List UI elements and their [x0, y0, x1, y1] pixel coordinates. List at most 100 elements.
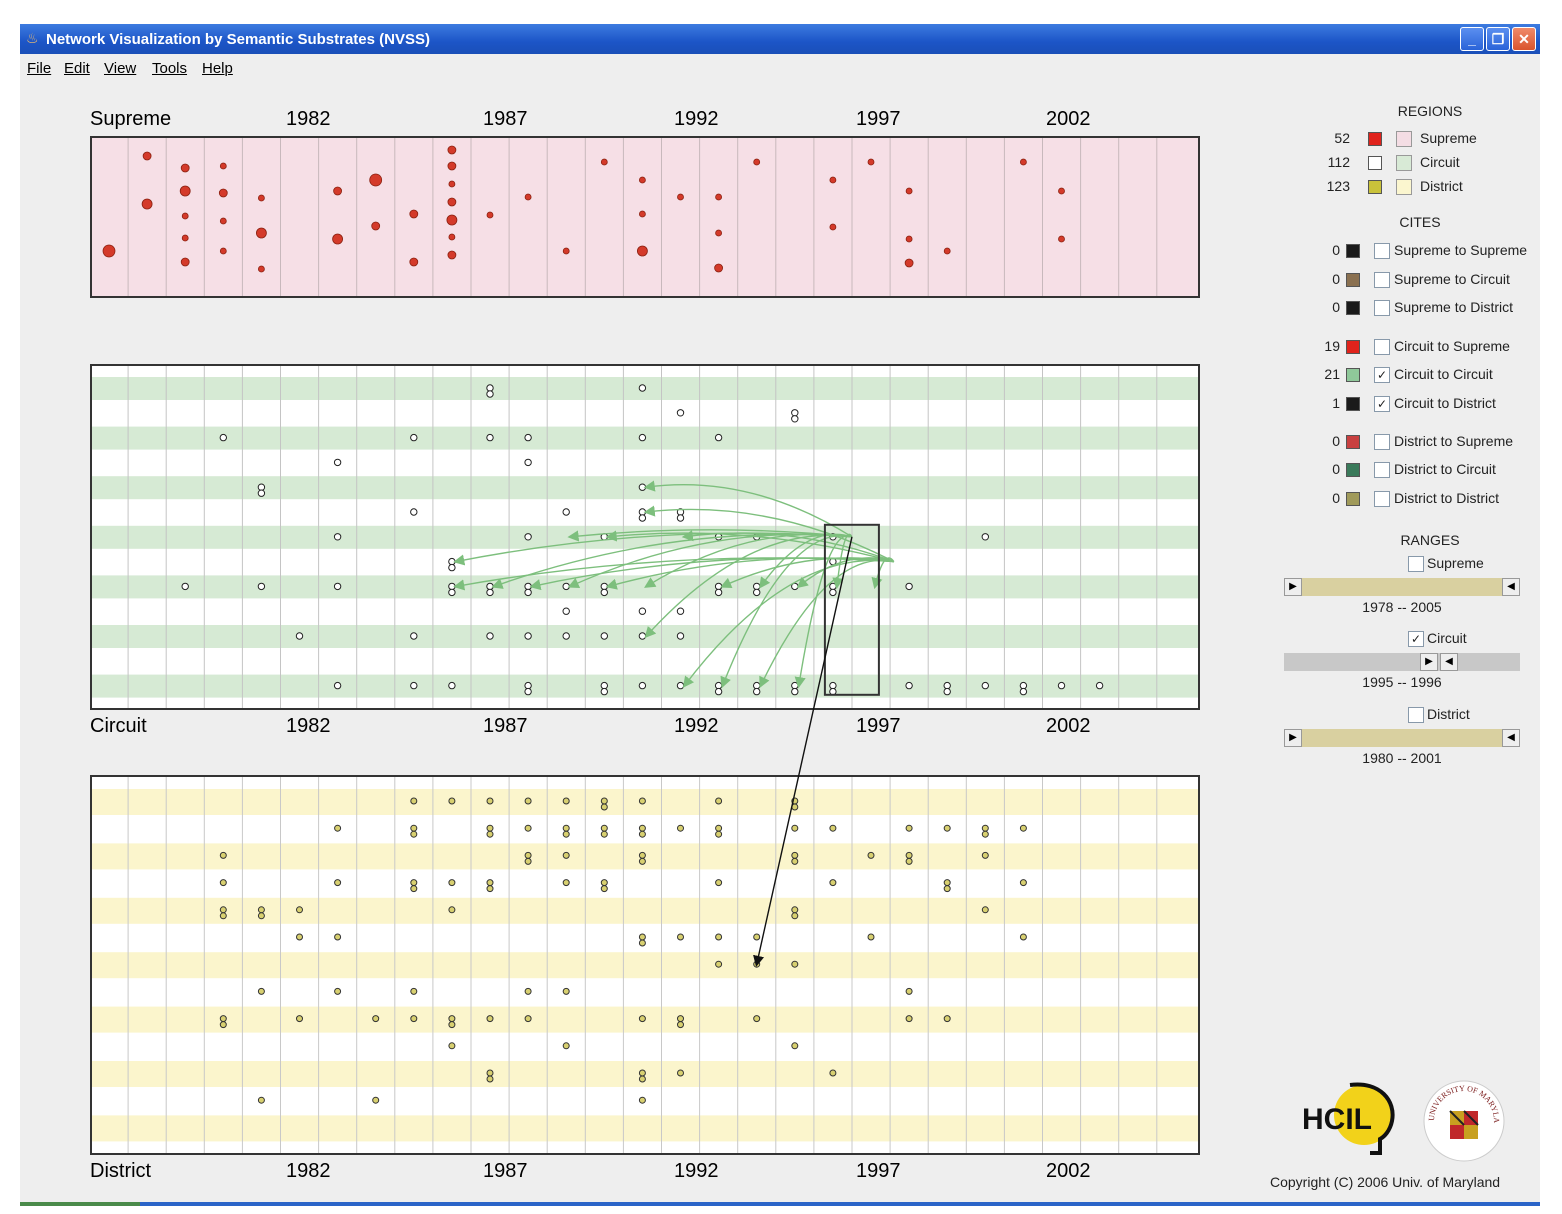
supreme-region-plot[interactable]: [90, 136, 1200, 298]
district-case-node: [638, 933, 646, 941]
circuit-case-node: [524, 458, 532, 467]
supreme-case-node: [905, 235, 913, 243]
range-right-thumb[interactable]: ◀: [1502, 729, 1520, 747]
range-right-thumb[interactable]: ◀: [1440, 653, 1458, 671]
circuit-case-node: [600, 588, 608, 597]
cite-checkbox[interactable]: [1374, 462, 1390, 478]
range-left-thumb[interactable]: ▶: [1284, 578, 1302, 596]
cite-label: Circuit to Circuit: [1394, 366, 1493, 382]
cite-color-swatch: [1346, 435, 1360, 449]
cite-color-swatch: [1346, 301, 1360, 315]
circuit-case-node: [257, 483, 266, 491]
circuit-case-node: [638, 514, 647, 522]
district-case-node: [486, 879, 494, 887]
circuit-case-node: [714, 687, 723, 696]
cite-checkbox[interactable]: ✓: [1374, 396, 1390, 412]
cite-checkbox[interactable]: [1374, 272, 1390, 288]
district-case-node: [219, 912, 227, 920]
district-case-node: [562, 797, 570, 805]
circuit-case-node: [714, 681, 723, 690]
circuit-case-node: [791, 681, 799, 690]
range-slider[interactable]: ▶ ◀: [1284, 653, 1520, 671]
district-case-node: [219, 851, 227, 859]
district-case-node: [753, 933, 761, 941]
district-case-node: [296, 933, 303, 941]
supreme-case-node: [447, 250, 457, 260]
range-checkbox[interactable]: [1408, 556, 1424, 572]
district-case-node: [867, 851, 875, 859]
district-case-node: [638, 939, 646, 947]
copyright-text: Copyright (C) 2006 Univ. of Maryland: [1270, 1174, 1501, 1190]
range-checkbox[interactable]: ✓: [1408, 631, 1424, 647]
range-checkbox[interactable]: [1408, 707, 1424, 723]
district-case-node: [410, 885, 418, 893]
district-case-node: [410, 830, 418, 838]
district-case-node: [791, 803, 799, 811]
circuit-case-node: [524, 582, 532, 591]
circuit-case-node: [410, 632, 418, 640]
supreme-case-node: [219, 247, 227, 255]
range-slider[interactable]: ▶ ◀: [1284, 729, 1520, 747]
circuit-region-plot[interactable]: [90, 364, 1200, 710]
supreme-case-node: [639, 210, 646, 218]
circuit-case-node: [600, 632, 608, 640]
menu-view[interactable]: View: [104, 60, 137, 77]
region-toggle[interactable]: [1396, 155, 1412, 171]
cite-checkbox[interactable]: ✓: [1374, 367, 1390, 383]
cite-label: Supreme to Circuit: [1394, 271, 1510, 287]
circuit-year-label: 1992: [674, 715, 719, 737]
range-label: District: [1427, 706, 1470, 722]
cite-checkbox[interactable]: [1374, 491, 1390, 507]
district-case-node: [981, 851, 989, 859]
district-case-node: [981, 906, 989, 914]
circuit-case-node: [943, 681, 951, 690]
circuit-case-node: [257, 489, 266, 497]
menu-tools[interactable]: Tools: [152, 60, 188, 77]
district-year-label: 1997: [856, 1160, 901, 1182]
circuit-case-node: [905, 582, 913, 591]
circuit-case-node: [638, 681, 647, 690]
cite-checkbox[interactable]: [1374, 300, 1390, 316]
title-bar[interactable]: ♨ Network Visualization by Semantic Subs…: [20, 24, 1540, 54]
district-case-node: [257, 1096, 265, 1104]
circuit-case-node: [714, 582, 723, 591]
supreme-year-label: 1982: [286, 108, 331, 130]
minimize-button[interactable]: _: [1460, 27, 1484, 51]
district-case-node: [562, 987, 570, 995]
cite-checkbox[interactable]: [1374, 243, 1390, 259]
menu-help[interactable]: Help: [202, 60, 233, 77]
menu-file[interactable]: File: [27, 60, 52, 77]
cite-color-swatch: [1346, 340, 1360, 354]
district-case-node: [715, 830, 723, 838]
supreme-case-node: [1020, 158, 1027, 166]
supreme-case-node: [1058, 235, 1065, 243]
maximize-button[interactable]: ❐: [1486, 27, 1510, 51]
circuit-case-node: [753, 687, 761, 696]
menu-edit[interactable]: Edit: [64, 60, 90, 77]
circuit-case-node: [714, 588, 723, 597]
district-case-node: [638, 857, 646, 865]
region-toggle[interactable]: [1396, 131, 1412, 147]
region-toggle[interactable]: [1396, 179, 1412, 195]
app-window: ♨ Network Visualization by Semantic Subs…: [20, 24, 1540, 1206]
range-left-thumb[interactable]: ▶: [1420, 653, 1438, 671]
supreme-case-node: [447, 161, 457, 171]
district-case-node: [981, 830, 989, 838]
cite-count: 0: [1332, 299, 1340, 315]
district-case-node: [524, 824, 532, 832]
supreme-case-node: [715, 193, 722, 201]
cite-checkbox[interactable]: [1374, 434, 1390, 450]
circuit-case-node: [943, 687, 951, 696]
range-slider[interactable]: ▶ ◀: [1284, 578, 1520, 596]
district-case-node: [791, 851, 799, 859]
close-button[interactable]: ✕: [1512, 27, 1536, 51]
cite-checkbox[interactable]: [1374, 339, 1390, 355]
circuit-case-node: [295, 632, 304, 640]
range-left-thumb[interactable]: ▶: [1284, 729, 1302, 747]
range-right-thumb[interactable]: ◀: [1502, 578, 1520, 596]
circuit-case-node: [714, 433, 723, 442]
circuit-case-node: [638, 607, 647, 615]
district-case-node: [943, 879, 951, 887]
range-values: 1978 -- 2005: [1362, 599, 1442, 615]
district-region-plot[interactable]: [90, 775, 1200, 1155]
